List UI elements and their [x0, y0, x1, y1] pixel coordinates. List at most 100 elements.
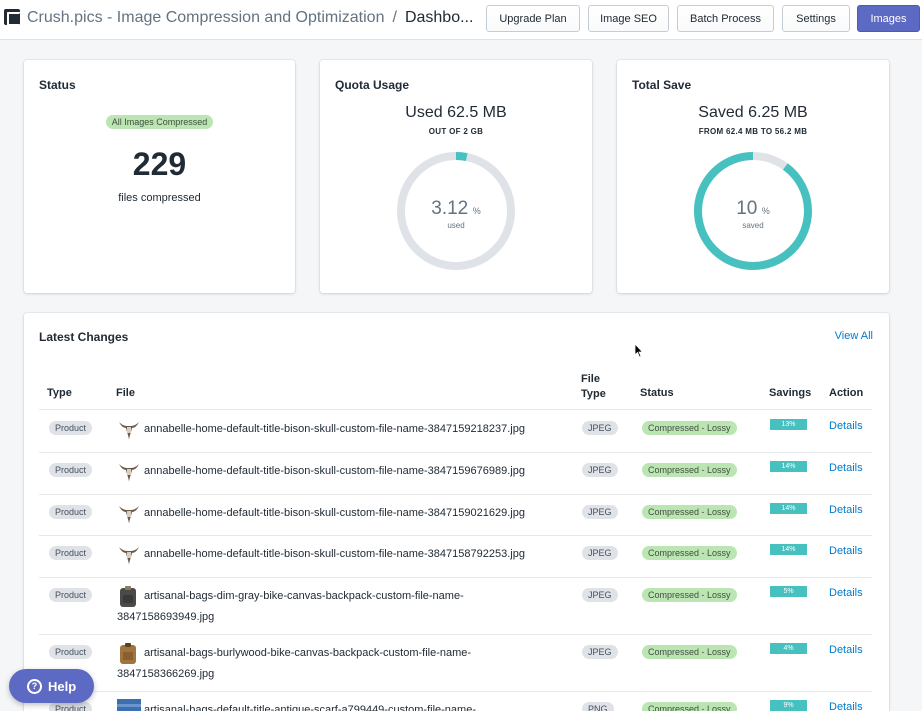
- row-file-name: artisanal-bags-dim-gray-bike-canvas-back…: [144, 590, 464, 602]
- row-savings-bar: 14%: [770, 544, 807, 555]
- header-divider: [39, 409, 872, 410]
- row-savings-bar: 4%: [770, 643, 807, 654]
- row-divider: [39, 691, 872, 692]
- batch-process-button[interactable]: Batch Process: [677, 5, 774, 32]
- row-divider: [39, 634, 872, 635]
- row-details-link[interactable]: Details: [829, 420, 863, 432]
- row-thumbnail-scarf-icon: [117, 699, 141, 711]
- status-card-title: Status: [39, 78, 76, 92]
- quota-donut-chart: 3.12 % used: [396, 151, 516, 271]
- save-headline: Saved 6.25 MB: [698, 104, 808, 121]
- latest-changes-title: Latest Changes: [39, 330, 129, 344]
- column-header-file-type: File Type: [581, 373, 606, 400]
- save-subline: FROM 62.4 MB TO 56.2 MB: [698, 127, 808, 136]
- save-donut-chart: 10 % saved: [693, 151, 813, 271]
- quota-card-title: Quota Usage: [335, 78, 410, 92]
- row-type-badge: Product: [49, 421, 93, 435]
- column-header-savings: Savings: [769, 387, 812, 399]
- row-thumbnail-skull-icon: [117, 502, 141, 531]
- quota-caption: used: [447, 221, 465, 230]
- row-file-name: annabelle-home-default-title-bison-skull…: [144, 548, 525, 560]
- row-file-type-badge: JPEG: [582, 588, 618, 602]
- row-thumbnail-bag-brown-icon: [117, 642, 139, 671]
- breadcrumb-current-page: Dashbo...: [404, 9, 472, 26]
- quota-usage-card: Quota Usage Used 62.5 MB OUT OF 2 GB 3.1…: [320, 60, 592, 293]
- column-header-action: Action: [829, 387, 864, 399]
- row-file-type-badge: JPEG: [582, 546, 618, 560]
- row-file-name: artisanal-bags-default-title-antique-sca…: [144, 704, 476, 711]
- quota-headline: Used 62.5 MB: [405, 104, 507, 121]
- row-details-link[interactable]: Details: [829, 587, 863, 599]
- upgrade-plan-button[interactable]: Upgrade Plan: [486, 5, 580, 32]
- row-status-badge: Compressed - Lossy: [642, 463, 737, 477]
- save-card-title: Total Save: [632, 78, 692, 92]
- mouse-cursor-icon: [634, 343, 644, 358]
- row-type-badge: Product: [49, 645, 93, 659]
- image-seo-button[interactable]: Image SEO: [588, 5, 669, 32]
- row-file-type-badge: JPEG: [582, 421, 618, 435]
- row-status-badge: Compressed - Lossy: [642, 505, 737, 519]
- breadcrumb: Crush.pics - Image Compression and Optim…: [27, 9, 472, 27]
- row-file-name-continued: 3847158693949.jpg: [117, 611, 215, 623]
- help-label: Help: [48, 678, 77, 694]
- row-status-badge: Compressed - Lossy: [642, 588, 737, 602]
- row-file-name-continued: 3847158366269.jpg: [117, 668, 215, 680]
- files-compressed-label: files compressed: [118, 192, 201, 204]
- row-divider: [39, 494, 872, 495]
- row-type-badge: Product: [49, 505, 93, 519]
- breadcrumb-app-name[interactable]: Crush.pics - Image Compression and Optim…: [27, 9, 385, 26]
- row-details-link[interactable]: Details: [829, 504, 863, 516]
- row-file-name: annabelle-home-default-title-bison-skull…: [144, 423, 525, 435]
- quota-percent-value: 3.12: [431, 198, 469, 219]
- total-save-card: Total Save Saved 6.25 MB FROM 62.4 MB TO…: [617, 60, 889, 293]
- row-file-type-badge: PNG: [582, 702, 614, 711]
- column-header-file: File: [116, 387, 135, 399]
- save-percent-value: 10: [736, 198, 758, 219]
- latest-changes-card: Latest Changes View All: [24, 313, 889, 711]
- row-file-name: artisanal-bags-burlywood-bike-canvas-bac…: [144, 647, 472, 659]
- row-divider: [39, 535, 872, 536]
- row-thumbnail-bag-gray-icon: [117, 585, 139, 614]
- view-all-link[interactable]: View All: [834, 330, 873, 342]
- column-header-type: Type: [47, 387, 72, 399]
- row-savings-bar: 14%: [770, 461, 807, 472]
- row-file-type-badge: JPEG: [582, 463, 618, 477]
- row-thumbnail-skull-icon: [117, 543, 141, 572]
- row-details-link[interactable]: Details: [829, 644, 863, 656]
- top-bar: Crush.pics - Image Compression and Optim…: [0, 0, 922, 40]
- column-header-status: Status: [640, 387, 674, 399]
- row-divider: [39, 452, 872, 453]
- row-type-badge: Product: [49, 546, 93, 560]
- row-details-link[interactable]: Details: [829, 545, 863, 557]
- images-button[interactable]: Images: [857, 5, 920, 32]
- row-savings-bar: 13%: [770, 419, 807, 430]
- files-compressed-count: 229: [132, 146, 187, 182]
- app-logo-icon: [4, 9, 21, 26]
- save-ring-fill: [694, 152, 812, 270]
- quota-subline: OUT OF 2 GB: [428, 127, 484, 136]
- row-divider: [39, 577, 872, 578]
- row-thumbnail-skull-icon: [117, 460, 141, 489]
- row-type-badge: Product: [49, 702, 93, 711]
- help-question-icon: ?: [27, 678, 42, 694]
- save-caption: saved: [742, 221, 764, 230]
- save-percent-unit: %: [761, 206, 770, 216]
- row-savings-bar: 14%: [770, 503, 807, 514]
- help-button[interactable]: ? Help: [9, 669, 94, 703]
- row-type-badge: Product: [49, 463, 93, 477]
- row-status-badge: Compressed - Lossy: [642, 645, 737, 659]
- breadcrumb-separator: /: [392, 9, 397, 26]
- row-file-name: annabelle-home-default-title-bison-skull…: [144, 507, 525, 519]
- row-file-type-badge: JPEG: [582, 505, 618, 519]
- status-badge: All Images Compressed: [105, 115, 214, 129]
- row-details-link[interactable]: Details: [829, 462, 863, 474]
- status-card: Status All Images Compressed 229 files c…: [24, 60, 295, 293]
- settings-button[interactable]: Settings: [782, 5, 850, 32]
- row-status-badge: Compressed - Lossy: [642, 421, 737, 435]
- row-file-name: annabelle-home-default-title-bison-skull…: [144, 465, 525, 477]
- row-file-type-badge: JPEG: [582, 645, 618, 659]
- row-status-badge: Compressed - Lossy: [642, 546, 737, 560]
- quota-percent-unit: %: [472, 206, 481, 216]
- row-details-link[interactable]: Details: [829, 701, 863, 711]
- row-thumbnail-skull-icon: [117, 418, 141, 447]
